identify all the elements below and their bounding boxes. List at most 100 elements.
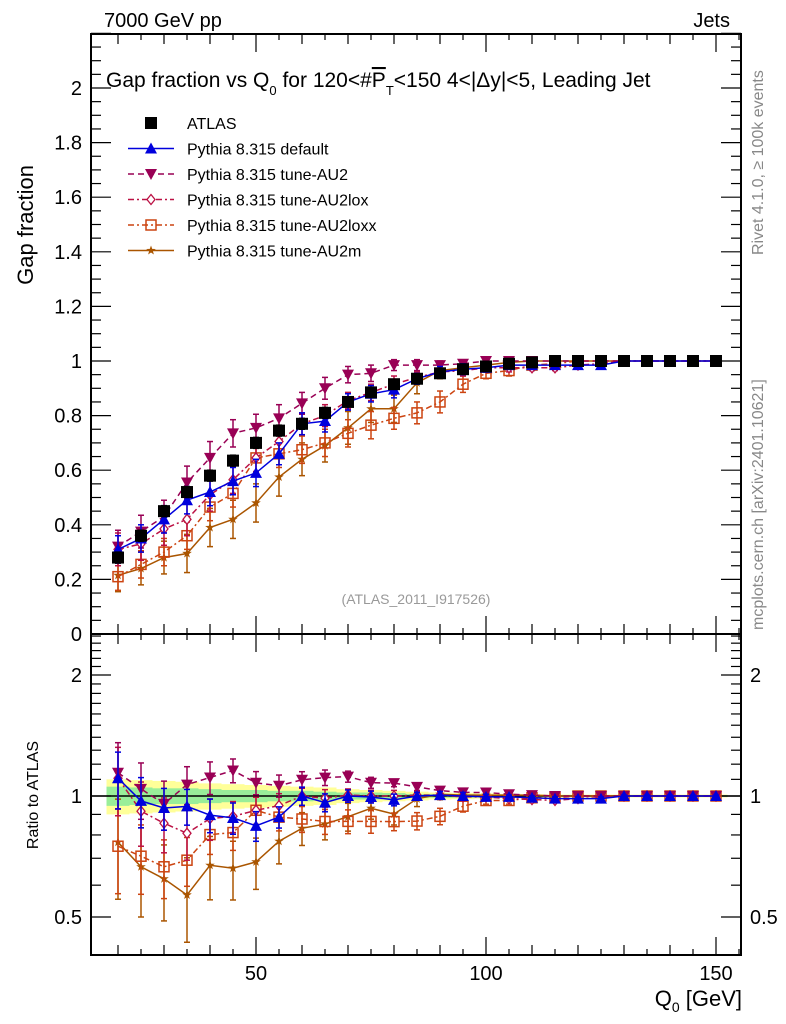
data-point <box>342 790 354 801</box>
ratio-plot <box>91 741 741 943</box>
data-point <box>205 860 215 870</box>
data-point <box>411 815 423 827</box>
data-point <box>182 513 192 526</box>
data-point <box>434 789 446 801</box>
data-point <box>251 498 261 507</box>
data-point <box>135 529 147 542</box>
data-point <box>411 781 423 793</box>
data-point <box>549 355 561 367</box>
data-point <box>526 356 538 369</box>
series-ATLAS <box>112 355 722 564</box>
data-point <box>319 437 331 449</box>
data-point <box>227 765 239 777</box>
ratio-y-tick-label-right: 0.5 <box>750 907 778 929</box>
data-point <box>434 367 446 380</box>
legend-label: Pythia 8.315 tune-AU2 <box>187 167 348 184</box>
data-point <box>112 570 124 583</box>
data-point <box>112 772 124 784</box>
legend-marker <box>146 245 156 255</box>
data-point <box>319 406 331 419</box>
y-tick-label: 0.6 <box>54 460 82 482</box>
ratio-y-tick-label-right: 1 <box>750 786 761 808</box>
y-tick-label: 1.2 <box>54 296 82 318</box>
data-point <box>365 815 377 828</box>
data-point <box>388 360 400 372</box>
data-point <box>251 856 261 866</box>
data-point <box>319 383 331 395</box>
data-point <box>388 778 400 790</box>
title-sub: 0 <box>269 83 276 98</box>
data-point <box>342 771 354 783</box>
data-point <box>273 424 285 437</box>
data-point <box>181 494 193 506</box>
data-point <box>204 469 216 482</box>
y-tick-label: 0.4 <box>54 515 82 537</box>
data-point <box>158 505 170 518</box>
legend-marker <box>145 142 157 154</box>
data-point <box>503 357 515 370</box>
ratio-series-AU2m <box>113 788 721 943</box>
data-point <box>618 790 630 801</box>
main-ylabel: Gap fraction <box>13 165 38 285</box>
ratio-y-tick-label: 1 <box>71 786 82 808</box>
data-point <box>204 809 216 821</box>
legend-item-AU2: Pythia 8.315 tune-AU2 <box>128 167 348 184</box>
y-tick-label: 0.8 <box>54 406 82 428</box>
data-point <box>227 428 239 440</box>
data-point <box>112 551 124 564</box>
data-point <box>182 548 192 558</box>
data-point <box>664 790 676 801</box>
title-over: P <box>372 69 386 92</box>
legend-marker <box>146 193 156 206</box>
data-point <box>503 790 515 802</box>
data-point <box>135 850 147 862</box>
data-point <box>182 827 192 840</box>
data-point <box>205 522 215 532</box>
data-point <box>710 790 722 801</box>
axes: 50 100 150 0 0.2 0.4 0.6 0.8 1 1.2 1.4 1.6 1.8 2 0.5 0.… <box>54 32 778 985</box>
data-point <box>664 355 676 367</box>
data-point <box>296 417 308 430</box>
y-tick-label: 1.6 <box>54 187 82 209</box>
legend-marker <box>145 219 157 231</box>
data-point <box>296 790 308 801</box>
ratio-y-tick-label: 2 <box>71 665 82 687</box>
title-mid: for 120<# <box>277 69 372 92</box>
legend-item-AU2lox: Pythia 8.315 tune-AU2lox <box>128 193 368 210</box>
ratio-y-tick-label-right: 2 <box>750 665 761 687</box>
data-point <box>227 454 239 467</box>
legend-item-AU2m: Pythia 8.315 tune-AU2m <box>128 244 361 261</box>
ratio-frame <box>90 633 742 956</box>
legend-label: ATLAS <box>187 116 237 133</box>
data-point <box>618 355 630 367</box>
data-point <box>158 802 170 814</box>
data-point <box>342 369 354 381</box>
data-point <box>411 372 423 385</box>
data-point <box>274 836 284 846</box>
data-point <box>181 779 193 791</box>
data-point <box>434 396 446 408</box>
legend-item-ATLAS: ATLAS <box>145 116 237 133</box>
data-point <box>411 360 423 372</box>
x-tick-label: 50 <box>245 963 267 985</box>
data-point <box>366 403 376 413</box>
legend-marker <box>145 169 157 180</box>
legend-item-AU2loxx: Pythia 8.315 tune-AU2loxx <box>128 218 376 235</box>
data-point <box>411 790 423 801</box>
side-label-rivet: Rivet 4.1.0, ≥ 100k events <box>750 70 767 255</box>
side-label-mcplots: mcplots.cern.ch [arXiv:2401.10621] <box>750 379 767 630</box>
data-point <box>273 780 285 792</box>
data-point <box>319 415 331 427</box>
data-point <box>319 796 331 808</box>
data-point <box>273 811 285 823</box>
data-point <box>572 792 584 804</box>
data-point <box>250 422 262 434</box>
data-point <box>365 368 377 380</box>
data-point <box>687 790 699 801</box>
header-right: Jets <box>693 10 730 32</box>
y-tick-label: 2 <box>71 78 82 100</box>
data-point <box>228 863 238 873</box>
data-point <box>480 360 492 373</box>
data-point <box>572 355 584 367</box>
